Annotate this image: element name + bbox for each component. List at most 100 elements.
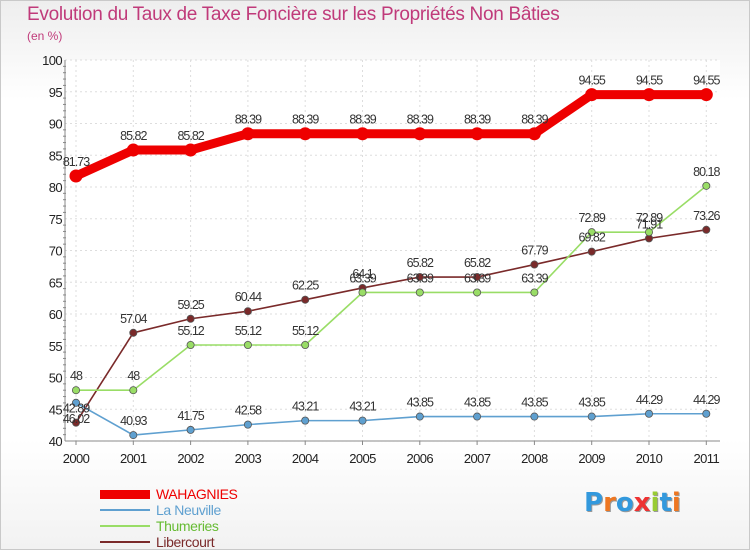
data-label-thumeries: 55.12: [177, 324, 204, 338]
data-point-wahagnies[interactable]: [642, 88, 656, 102]
data-label-wahagnies: 88.39: [521, 113, 548, 127]
y-tick-label: 95: [49, 85, 63, 100]
data-point-libercourt[interactable]: [243, 307, 252, 316]
data-point-wahagnies[interactable]: [585, 88, 599, 102]
data-point-libercourt[interactable]: [129, 328, 138, 337]
x-tick-label: 2007: [464, 451, 491, 466]
data-point-libercourt[interactable]: [702, 225, 711, 234]
data-point-la-neuville[interactable]: [645, 409, 654, 418]
data-point-wahagnies[interactable]: [298, 127, 312, 141]
data-point-la-neuville[interactable]: [186, 425, 195, 434]
legend-label: Libercourt: [156, 534, 215, 550]
data-label-wahagnies: 81.73: [63, 155, 90, 169]
data-point-thumeries[interactable]: [72, 386, 81, 395]
proxiti-logo: Proxiti: [584, 488, 681, 518]
data-point-libercourt[interactable]: [415, 273, 424, 282]
data-point-la-neuville[interactable]: [530, 412, 539, 421]
y-tick-label: 75: [49, 212, 63, 227]
data-label-la-neuville: 44.29: [636, 393, 663, 407]
data-label-libercourt: 42.89: [63, 402, 90, 416]
data-point-thumeries[interactable]: [243, 340, 252, 349]
legend-item: Thumeries: [100, 518, 237, 534]
data-point-thumeries[interactable]: [645, 228, 654, 237]
data-point-wahagnies[interactable]: [413, 127, 427, 141]
data-point-wahagnies[interactable]: [699, 88, 713, 102]
data-point-libercourt[interactable]: [301, 295, 310, 304]
y-tick-label: 70: [49, 244, 63, 259]
data-point-thumeries[interactable]: [530, 288, 539, 297]
legend-label: Thumeries: [156, 518, 219, 534]
data-point-thumeries[interactable]: [473, 288, 482, 297]
data-point-la-neuville[interactable]: [587, 412, 596, 421]
data-point-la-neuville[interactable]: [301, 416, 310, 425]
data-label-la-neuville: 42.58: [235, 404, 262, 418]
data-point-wahagnies[interactable]: [241, 127, 255, 141]
data-label-thumeries: 55.12: [292, 324, 319, 338]
y-tick-label: 80: [49, 180, 63, 195]
data-point-thumeries[interactable]: [702, 181, 711, 190]
y-axis-unit: (en %): [27, 29, 63, 43]
series-line-la-neuville: [75, 401, 708, 436]
data-label-la-neuville: 43.21: [292, 400, 319, 414]
data-label-libercourt: 73.26: [693, 209, 720, 223]
data-label-wahagnies: 88.39: [349, 113, 376, 127]
legend-item: WAHAGNIES: [100, 486, 238, 502]
series-line-wahagnies: [71, 90, 711, 181]
data-point-la-neuville[interactable]: [415, 412, 424, 421]
data-label-la-neuville: 43.85: [521, 396, 548, 410]
y-tick-label: 50: [49, 371, 63, 386]
data-label-thumeries: 48: [70, 369, 83, 383]
data-point-la-neuville[interactable]: [72, 398, 81, 407]
data-label-thumeries: 55.12: [235, 324, 262, 338]
data-point-thumeries[interactable]: [358, 288, 367, 297]
legend-swatch: [100, 525, 150, 527]
data-point-wahagnies[interactable]: [356, 127, 369, 141]
data-point-la-neuville[interactable]: [129, 431, 138, 440]
data-label-libercourt: 65.82: [407, 256, 434, 270]
y-tick-label: 65: [49, 275, 63, 290]
data-label-wahagnies: 88.39: [235, 113, 262, 127]
data-point-wahagnies[interactable]: [69, 169, 83, 183]
data-point-wahagnies[interactable]: [184, 143, 198, 157]
data-point-wahagnies[interactable]: [470, 127, 484, 141]
data-point-la-neuville[interactable]: [702, 409, 711, 418]
data-point-wahagnies[interactable]: [126, 143, 140, 157]
legend-label: WAHAGNIES: [156, 486, 238, 502]
data-point-libercourt[interactable]: [530, 260, 539, 269]
data-point-thumeries[interactable]: [129, 386, 138, 395]
data-point-la-neuville[interactable]: [358, 416, 367, 425]
data-point-thumeries[interactable]: [186, 340, 195, 349]
series-line-libercourt: [75, 228, 708, 424]
data-point-la-neuville[interactable]: [473, 412, 482, 421]
data-point-libercourt[interactable]: [186, 314, 195, 323]
x-tick-label: 2006: [407, 451, 434, 466]
data-label-wahagnies: 88.39: [292, 113, 319, 127]
data-point-wahagnies[interactable]: [527, 127, 541, 141]
legend-item: La Neuville: [100, 502, 237, 518]
x-tick-label: 2001: [120, 451, 147, 466]
data-label-wahagnies: 94.55: [579, 74, 606, 88]
data-label-thumeries: 63.39: [521, 271, 548, 285]
data-label-wahagnies: 85.82: [120, 129, 147, 143]
legend: WAHAGNIES La Neuville Thumeries Libercourt: [100, 486, 238, 550]
data-point-libercourt[interactable]: [587, 247, 596, 256]
x-tick-label: 2011: [694, 451, 720, 466]
y-tick-label: 60: [49, 307, 63, 322]
legend-swatch: [100, 509, 150, 511]
data-label-libercourt: 59.25: [177, 298, 204, 312]
data-label-wahagnies: 85.82: [177, 129, 204, 143]
data-label-thumeries: 63.39: [464, 271, 491, 285]
data-point-libercourt[interactable]: [473, 273, 482, 282]
data-label-wahagnies: 94.55: [693, 74, 720, 88]
data-point-libercourt[interactable]: [72, 418, 81, 427]
data-point-thumeries[interactable]: [301, 340, 310, 349]
data-label-libercourt: 62.25: [292, 279, 319, 293]
data-point-thumeries[interactable]: [587, 228, 596, 237]
data-point-thumeries[interactable]: [415, 288, 424, 297]
data-label-thumeries: 72.89: [636, 211, 663, 225]
y-tick-label: 40: [49, 434, 63, 449]
data-point-la-neuville[interactable]: [243, 420, 252, 429]
x-tick-label: 2005: [349, 451, 376, 466]
legend-item: Libercourt: [100, 534, 237, 550]
data-label-la-neuville: 43.85: [464, 396, 491, 410]
